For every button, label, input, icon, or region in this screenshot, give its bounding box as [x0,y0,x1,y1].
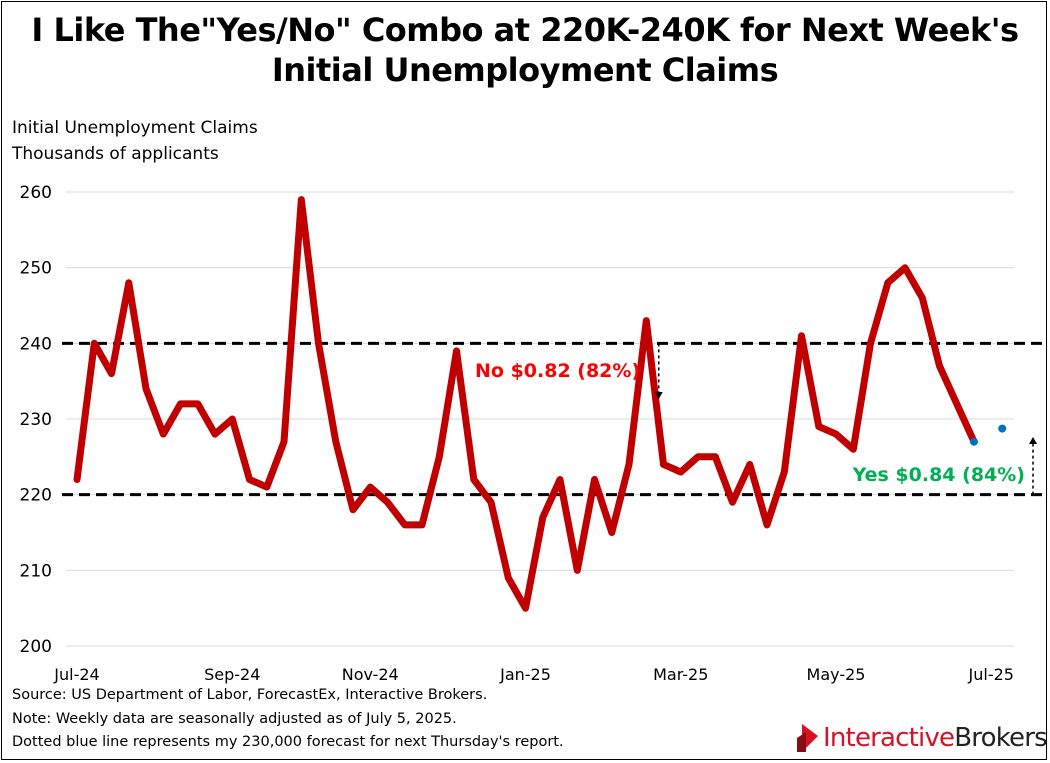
x-tick-label-jan-25: Jan-25 [499,665,551,684]
chart-title: I Like The"Yes/No" Combo at 220K-240K fo… [0,10,1050,90]
yes-annotation-label: Yes $0.84 (84%) [852,464,1025,486]
y-tick-label-230: 230 [20,410,52,430]
x-tick-label-jul-24: Jul-24 [53,665,99,684]
logo-text-interactive: Interactive [823,723,955,753]
y-tick-label-260: 260 [20,183,52,203]
title-line-1: I Like The"Yes/No" Combo at 220K-240K fo… [31,11,1019,49]
y-tick-label-250: 250 [20,259,52,279]
logo-text-brokers: Brokers [954,723,1047,753]
subtitle-line-2: Thousands of applicants [12,144,219,164]
interactive-brokers-logo: InteractiveBrokers [796,718,1048,758]
subtitle-line-1: Initial Unemployment Claims [12,118,258,138]
x-tick-label-sep-24: Sep-24 [204,665,260,684]
y-tick-label-210: 210 [20,561,52,581]
y-tick-label-200: 200 [20,637,52,657]
y-tick-label-240: 240 [20,334,52,354]
x-tick-label-jul-25: Jul-25 [968,665,1014,684]
ib-logo-icon [797,724,818,752]
yes-arrow-head [1029,437,1037,444]
no-annotation-label: No $0.82 (82%) [475,360,640,382]
claims-series-line [73,196,978,612]
title-line-2: Initial Unemployment Claims [271,51,779,89]
x-tick-label-may-25: May-25 [807,665,866,684]
footnote-note: Note: Weekly data are seasonally adjuste… [12,711,457,727]
last-actual-point [970,437,978,446]
forecast-point [998,424,1007,433]
footnote-source: Source: US Department of Labor, Forecast… [12,687,488,703]
footnote-forecast: Dotted blue line represents my 230,000 f… [12,734,564,750]
x-tick-label-mar-25: Mar-25 [653,665,708,684]
y-tick-label-220: 220 [20,486,52,506]
no-arrow-head [654,392,663,399]
x-tick-label-nov-24: Nov-24 [342,665,399,684]
